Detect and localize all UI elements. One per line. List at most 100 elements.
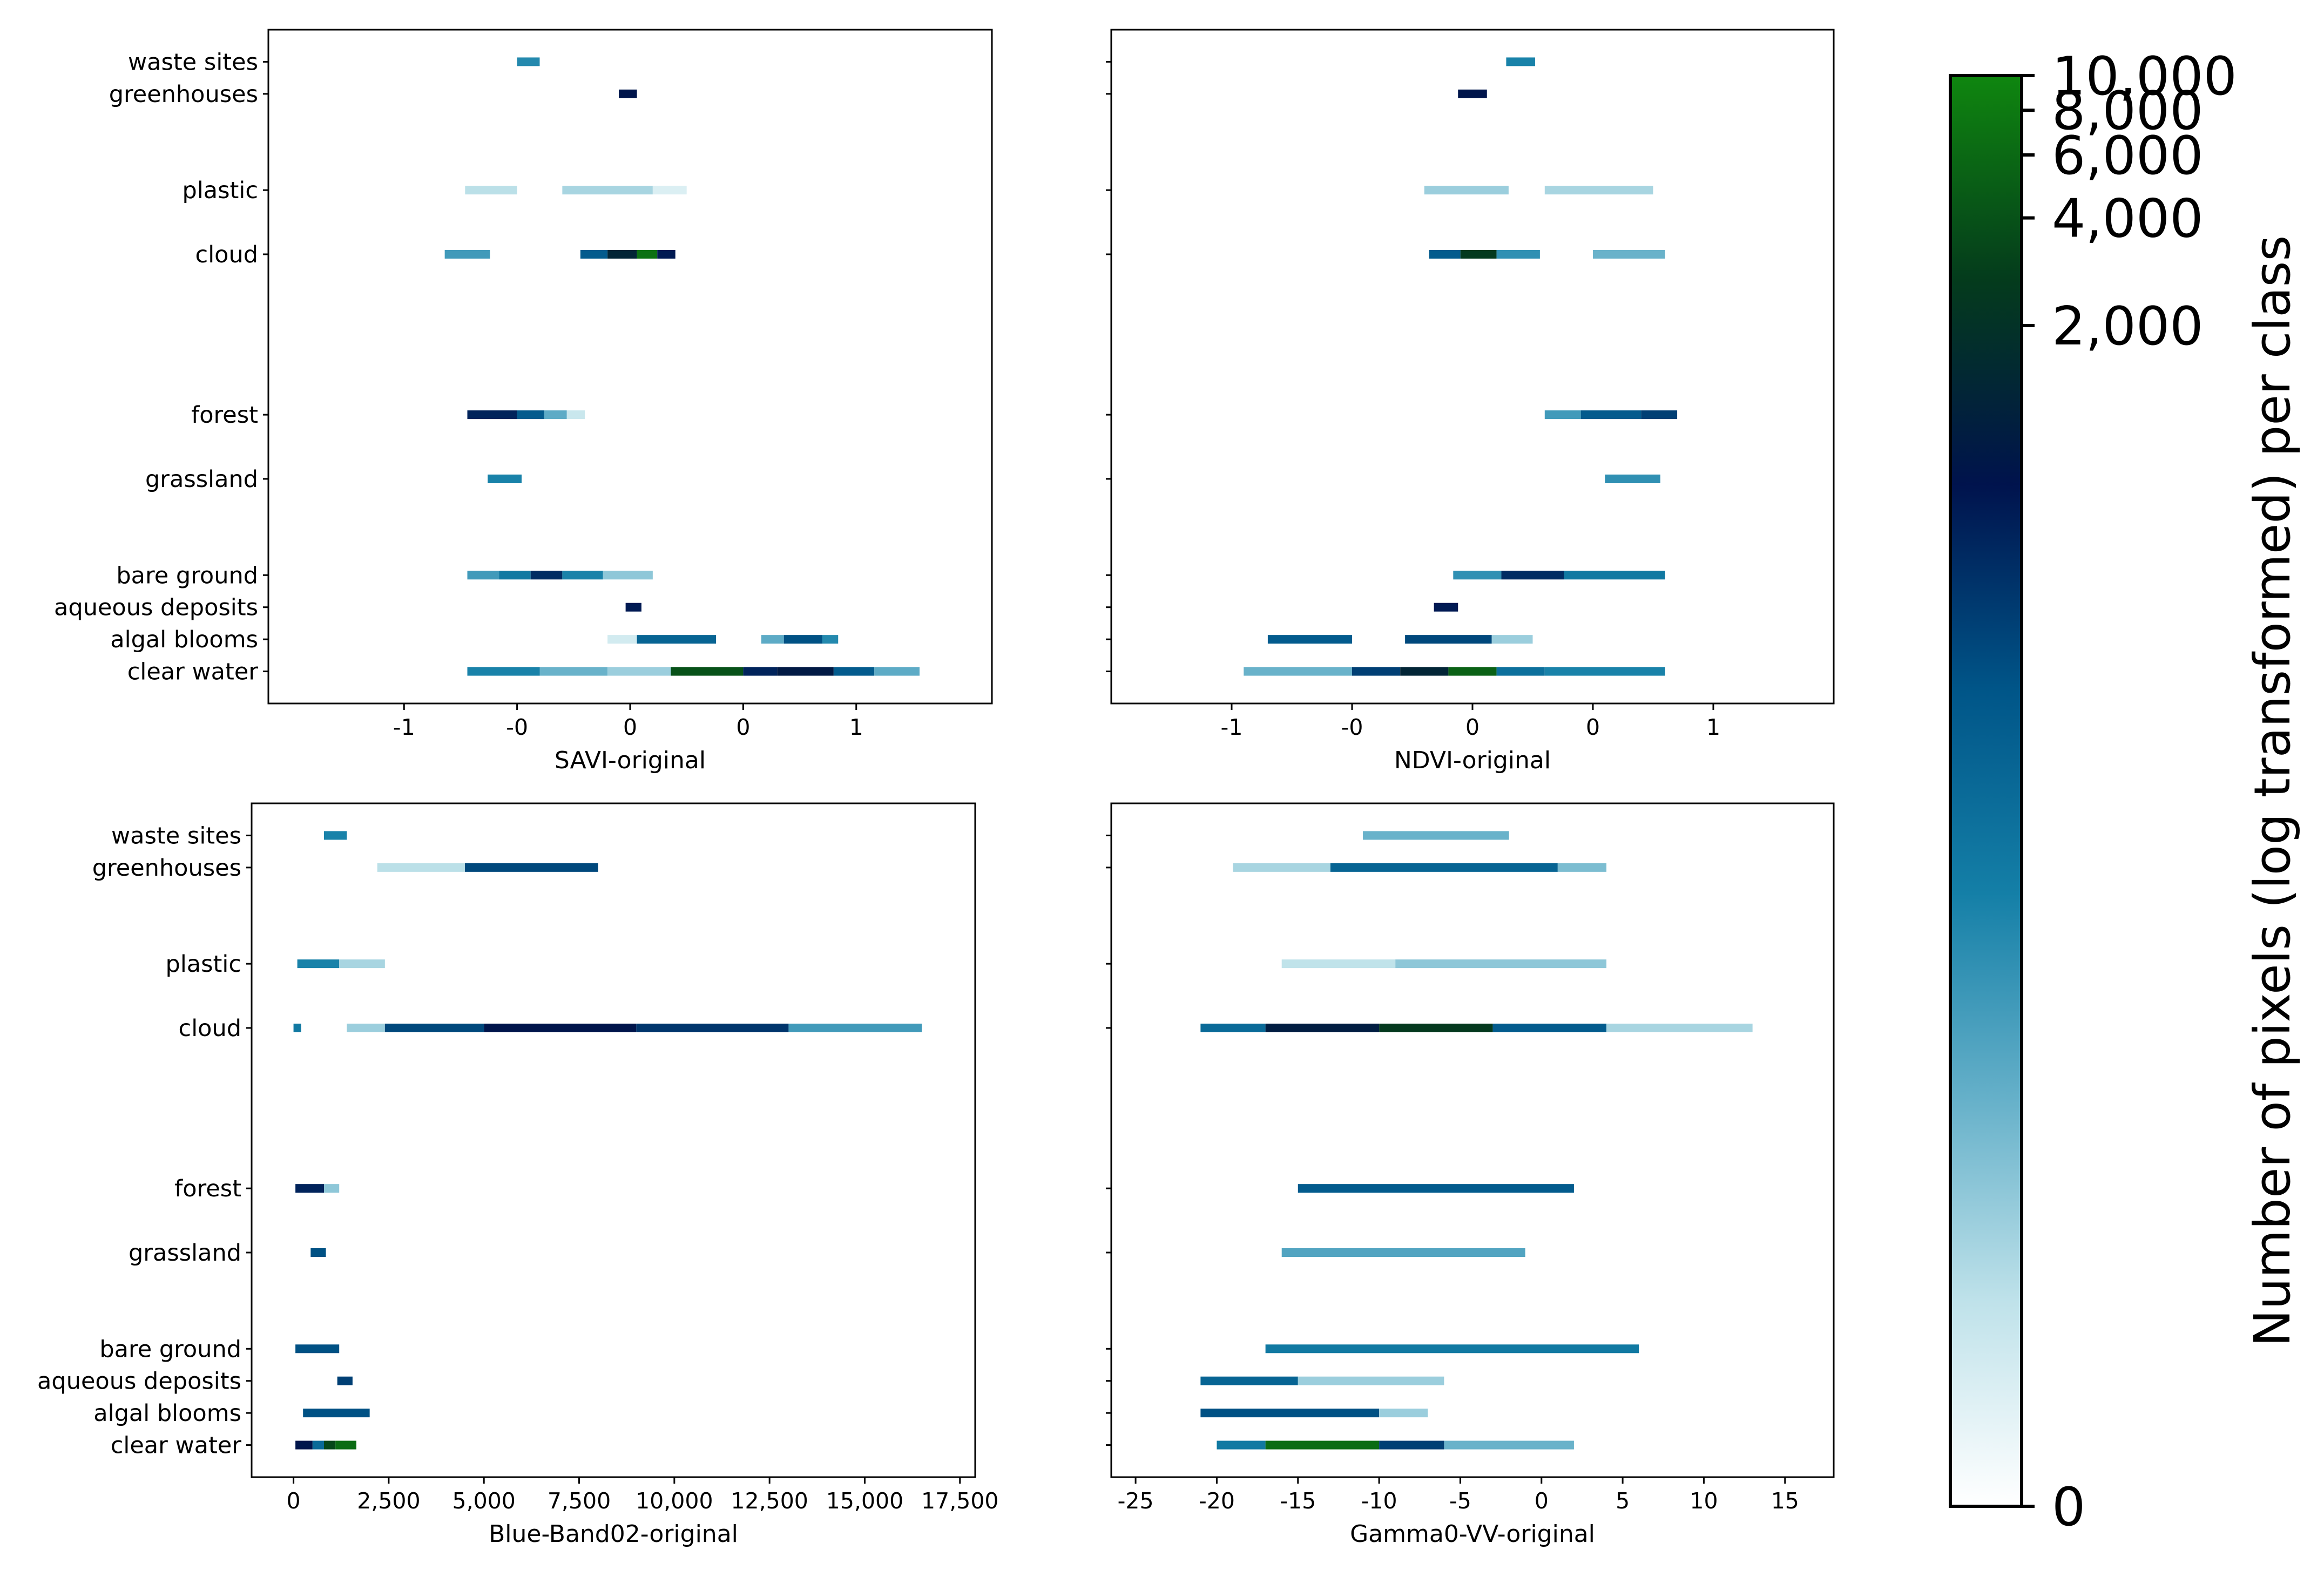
heat-segment-greenhouses-1 (1330, 863, 1558, 872)
y-tick-label: cloud (179, 1015, 241, 1042)
heat-segment-cloud-4 (1606, 1024, 1753, 1032)
heat-segment-algal-blooms-1 (1405, 635, 1492, 644)
heat-segment-cloud-4 (657, 250, 675, 259)
panel-2: -1 -0 0 0 1 NDVI-original (1106, 29, 1835, 774)
plot-area (1110, 29, 1835, 705)
x-tick-label: 1 (849, 714, 863, 740)
x-tick-label: -25 (1118, 1488, 1154, 1514)
heat-segment-bare-ground-3 (562, 571, 603, 580)
heat-segment-clear-water-0 (1244, 667, 1352, 676)
y-tick-label: clear water (111, 1432, 242, 1459)
heat-segment-forest-0 (1298, 1184, 1574, 1193)
plot-border (1110, 802, 1835, 1478)
heat-segment-grassland-0 (1281, 1248, 1525, 1257)
x-tick-label: -0 (1341, 714, 1363, 740)
y-tick-label: grassland (145, 466, 258, 493)
heat-segment-greenhouses-0 (619, 89, 637, 98)
heat-segment-cloud-3 (1593, 250, 1665, 259)
heat-segment-cloud-0 (293, 1024, 301, 1032)
heat-segment-forest-0 (1544, 410, 1581, 419)
y-tick-label: plastic (166, 951, 241, 978)
heat-segment-algal-blooms-0 (607, 635, 637, 644)
x-tick-label: 15,000 (826, 1488, 903, 1514)
x-tick-label: 7,500 (548, 1488, 611, 1514)
heat-segment-cloud-3 (484, 1024, 637, 1032)
x-tick-label: -0 (506, 714, 528, 740)
heat-segment-cloud-2 (1496, 250, 1540, 259)
heat-segment-clear-water-3 (1448, 667, 1497, 676)
heat-segment-cloud-4 (636, 1024, 789, 1032)
y-tick-label: forest (191, 402, 258, 429)
x-axis-label: Gamma0-VV-original (1350, 1520, 1595, 1548)
heat-segment-waste-sites-0 (517, 57, 540, 66)
heat-segment-clear-water-0 (295, 1440, 313, 1450)
heat-segment-greenhouses-1 (464, 863, 598, 872)
heat-segment-plastic-2 (652, 186, 687, 195)
y-tick-label: algal blooms (93, 1400, 241, 1427)
heat-segment-aqueous-deposits-0 (1200, 1376, 1298, 1385)
heat-segment-bare-ground-1 (1501, 571, 1564, 580)
plot-area (267, 29, 993, 705)
heat-segment-cloud-3 (637, 250, 658, 259)
heat-segment-algal-blooms-0 (1267, 635, 1352, 644)
x-tick-label: 5 (1616, 1488, 1630, 1514)
y-tick-label: grassland (129, 1240, 241, 1267)
x-tick-label: -20 (1199, 1488, 1235, 1514)
x-tick-label: 0 (1465, 714, 1479, 740)
heat-segment-clear-water-6 (833, 667, 875, 676)
heat-segment-cloud-2 (607, 250, 637, 259)
heat-segment-algal-blooms-0 (1200, 1409, 1380, 1418)
heat-segment-bare-ground-0 (295, 1344, 340, 1354)
heat-segment-cloud-0 (1429, 250, 1461, 259)
heat-segment-greenhouses-0 (1458, 89, 1487, 98)
heat-segment-clear-water-1 (539, 667, 608, 676)
heat-segment-clear-water-3 (671, 667, 744, 676)
heat-segment-cloud-2 (1379, 1024, 1493, 1032)
heat-segment-cloud-0 (444, 250, 490, 259)
heat-segment-forest-0 (467, 410, 517, 419)
x-tick-label: 12,500 (731, 1488, 808, 1514)
heat-segment-clear-water-2 (1400, 667, 1449, 676)
heat-segment-waste-sites-0 (324, 831, 347, 840)
x-tick-label: -1 (1221, 714, 1243, 740)
colorbar-tick-label: 4,000 (2052, 188, 2204, 250)
heat-segment-plastic-0 (1424, 186, 1509, 195)
panel-3: waste sites greenhouses plastic cloud forest… (37, 802, 999, 1548)
y-tick-label: algal blooms (110, 626, 258, 653)
y-tick-label: waste sites (128, 49, 258, 76)
heat-segment-waste-sites-0 (1363, 831, 1509, 840)
heat-segment-plastic-0 (297, 959, 340, 969)
x-tick-label: 10,000 (636, 1488, 713, 1514)
colorbar-tick-label: 6,000 (2052, 125, 2204, 187)
heat-segment-bare-ground-0 (1453, 571, 1502, 580)
colorbar-tick-label: 10,000 (2052, 46, 2237, 107)
x-tick-label: 15 (1771, 1488, 1799, 1514)
x-tick-label: -1 (393, 714, 415, 740)
heat-segment-aqueous-deposits-1 (1298, 1376, 1444, 1385)
colorbar-tick-label: 2,000 (2052, 296, 2204, 357)
x-tick-label: 5,000 (452, 1488, 516, 1514)
heat-segment-forest-0 (295, 1184, 324, 1193)
x-tick-label: -15 (1280, 1488, 1316, 1514)
heat-segment-clear-water-2 (324, 1440, 336, 1450)
heat-segment-cloud-3 (1492, 1024, 1607, 1032)
x-tick-label: 0 (287, 1488, 301, 1514)
heat-segment-cloud-2 (384, 1024, 484, 1032)
x-tick-label: 1 (1706, 714, 1720, 740)
heat-segment-bare-ground-0 (467, 571, 499, 580)
heat-segment-cloud-1 (1460, 250, 1497, 259)
heat-segment-bare-ground-2 (1564, 571, 1665, 580)
heat-segment-clear-water-2 (607, 667, 671, 676)
heat-segment-forest-1 (517, 410, 544, 419)
heat-segment-plastic-1 (1395, 959, 1607, 969)
heat-segment-forest-1 (1580, 410, 1641, 419)
y-tick-label: aqueous deposits (54, 594, 258, 621)
heat-segment-clear-water-0 (467, 667, 540, 676)
x-tick-label: 0 (736, 714, 750, 740)
heat-segment-algal-blooms-3 (783, 635, 822, 644)
y-tick-label: clear water (127, 659, 259, 686)
colorbar-gradient (1949, 74, 2023, 1508)
heat-segment-algal-blooms-4 (822, 635, 839, 644)
heat-segment-forest-1 (324, 1184, 340, 1193)
